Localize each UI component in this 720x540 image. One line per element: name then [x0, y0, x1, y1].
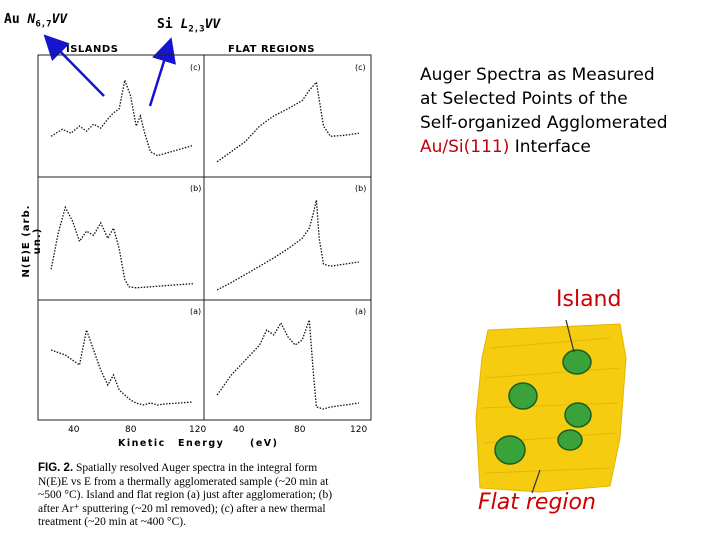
title-line-4: Au/Si(111) Interface — [420, 135, 718, 159]
panel-label-islands-b: (b) — [190, 184, 201, 193]
island-pointer — [565, 319, 575, 353]
caption-line-2: N(E)E vs E from a thermally agglomerated… — [38, 475, 329, 488]
green-island-2 — [508, 382, 538, 410]
caption-line-1-text: Spatially resolved Auger spectra in the … — [76, 462, 318, 474]
si-annotation: Si L2,3VV — [157, 17, 220, 35]
x-label-unit: (eV) — [250, 438, 278, 449]
title-highlight: Au/Si(111) — [420, 137, 510, 157]
x-tick-islands-80: 80 — [125, 425, 137, 435]
x-label-kinetic: Kinetic — [118, 438, 166, 449]
spectrum-curve-2 — [216, 80, 359, 163]
x-tick-flat-120: 120 — [350, 425, 367, 435]
flat-region-shape — [475, 323, 627, 493]
spectrum-curve-3 — [50, 205, 193, 289]
panel-label-islands-a: (a) — [190, 307, 201, 316]
x-tick-islands-40: 40 — [68, 425, 80, 435]
column-title-flat: FLAT REGIONS — [228, 44, 316, 55]
spectrum-curve-6 — [216, 319, 359, 410]
spectrum-curve-1 — [50, 77, 194, 157]
title-line-4-rest: Interface — [509, 137, 591, 157]
au-arrow — [43, 34, 105, 97]
green-island-1 — [562, 349, 592, 375]
x-label-energy: Energy — [178, 438, 224, 449]
green-island-5 — [557, 429, 583, 451]
caption-line-5: treatment (~20 min at ~400 °C). — [38, 516, 186, 528]
column-title-islands: ISLANDS — [66, 44, 119, 55]
title-line-2: at Selected Points of the — [420, 89, 628, 109]
spectrum-curve-4 — [216, 200, 359, 291]
si-arrow — [148, 37, 176, 107]
si-transition-label: VV — [204, 17, 221, 32]
si-element-label: Si — [157, 17, 173, 32]
caption-fig-label: FIG. 2. — [38, 462, 74, 474]
x-tick-islands-120: 120 — [189, 425, 206, 435]
panel-label-flat-b: (b) — [355, 184, 366, 193]
si-line-label: L — [180, 17, 189, 32]
au-line-label: N — [27, 12, 36, 27]
sample-sketch — [475, 319, 627, 494]
green-island-4 — [494, 435, 526, 465]
panel-label-flat-c: (c) — [355, 63, 366, 72]
island-label: Island — [556, 287, 622, 312]
slide-title: Auger Spectra as Measured at Selected Po… — [420, 63, 718, 159]
au-transition-label: VV — [51, 12, 68, 27]
green-island-3 — [564, 402, 592, 428]
caption-line-4: after Ar⁺ sputtering (~20 ml removed); (… — [38, 502, 326, 515]
caption-line-3: ~500 °C). Island and flat region (a) jus… — [38, 489, 333, 501]
yellow-hatching — [481, 337, 621, 474]
panel-label-flat-a: (a) — [355, 307, 366, 316]
title-line-1: Auger Spectra as Measured — [420, 65, 655, 85]
flat-pointer — [531, 469, 541, 494]
panel-label-islands-c: (c) — [190, 63, 201, 72]
au-annotation: Au N6,7VV — [4, 12, 67, 30]
x-tick-flat-80: 80 — [294, 425, 306, 435]
figure-caption: FIG. 2. Spatially resolved Auger spectra… — [38, 462, 383, 530]
au-subscript: 6,7 — [35, 19, 52, 30]
caption-line-1: FIG. 2. Spatially resolved Auger spectra… — [38, 462, 383, 476]
flat-region-label: Flat region — [478, 490, 596, 515]
si-subscript: 2,3 — [188, 24, 205, 35]
au-element-label: Au — [4, 12, 20, 27]
spectrum-curve-5 — [50, 327, 193, 406]
x-tick-flat-40: 40 — [233, 425, 245, 435]
title-line-3: Self-organized Agglomerated — [420, 113, 668, 133]
